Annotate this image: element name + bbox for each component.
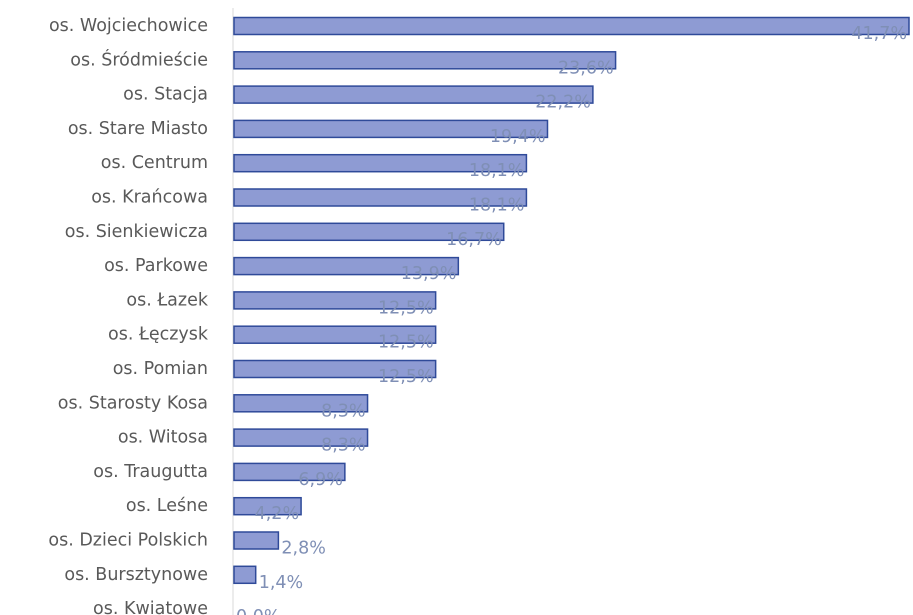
- bar: [233, 222, 505, 242]
- category-label: os. Bursztynowe: [64, 565, 208, 585]
- bar: [233, 153, 528, 173]
- bar: [233, 428, 369, 447]
- value-label: 41,7%: [851, 24, 907, 44]
- value-label: 8,3%: [321, 401, 365, 421]
- bar: [233, 462, 346, 482]
- value-label: 12,5%: [378, 367, 434, 387]
- value-label: 6,9%: [298, 470, 342, 490]
- bar: [233, 325, 437, 344]
- value-label: 19,4%: [490, 127, 546, 147]
- category-label: os. Łęczysk: [108, 325, 209, 345]
- category-label: os. Starosty Kosa: [58, 393, 208, 413]
- value-label: 12,5%: [378, 298, 434, 318]
- bar: [233, 16, 910, 36]
- category-label: os. Krańcowa: [91, 188, 208, 208]
- value-labels: 41,7% 23,6% 22,2% 19,4% 18,1% 18,1% 16,7% 13,9%…: [236, 24, 907, 615]
- category-label: os. Łazek: [126, 290, 208, 310]
- category-label: os. Centrum: [101, 153, 208, 173]
- value-label: 2,8%: [281, 539, 325, 559]
- bar: [233, 256, 460, 276]
- value-label: 13,9%: [401, 264, 457, 284]
- category-label: os. Pomian: [113, 359, 208, 379]
- value-label: 4,2%: [255, 504, 299, 524]
- category-label: os. Kwiatowe: [93, 599, 208, 615]
- value-label: 12,5%: [378, 333, 434, 353]
- value-label: 0,0%: [236, 607, 280, 615]
- bar: [233, 394, 369, 413]
- category-label: os. Sienkiewicza: [65, 222, 208, 242]
- bar: [233, 51, 617, 70]
- category-label: os. Leśne: [126, 496, 208, 516]
- bars-group: [233, 16, 910, 585]
- category-label: os. Stacja: [123, 85, 208, 105]
- bar: [233, 531, 280, 550]
- value-label: 23,6%: [558, 58, 614, 78]
- bar: [233, 85, 594, 104]
- bar: [233, 119, 549, 139]
- value-label: 18,1%: [469, 196, 525, 216]
- category-label: os. Witosa: [118, 428, 208, 448]
- bar: [233, 359, 437, 379]
- category-label: os. Śródmieście: [70, 48, 208, 70]
- category-labels: os. Wojciechowice os. Śródmieście os. Stac…: [48, 16, 208, 615]
- bar: [233, 565, 257, 585]
- value-label: 16,7%: [446, 230, 502, 250]
- bar: [233, 496, 302, 516]
- bar: [233, 188, 528, 207]
- value-label: 8,3%: [321, 436, 365, 456]
- value-label: 18,1%: [469, 161, 525, 181]
- bar: [233, 291, 437, 310]
- category-label: os. Dzieci Polskich: [48, 531, 208, 551]
- category-label: os. Wojciechowice: [49, 16, 208, 36]
- value-label: 1,4%: [259, 573, 303, 593]
- value-label: 22,2%: [535, 93, 591, 113]
- category-label: os. Stare Miasto: [68, 119, 208, 139]
- category-label: os. Parkowe: [104, 256, 208, 276]
- category-label: os. Traugutta: [93, 462, 208, 482]
